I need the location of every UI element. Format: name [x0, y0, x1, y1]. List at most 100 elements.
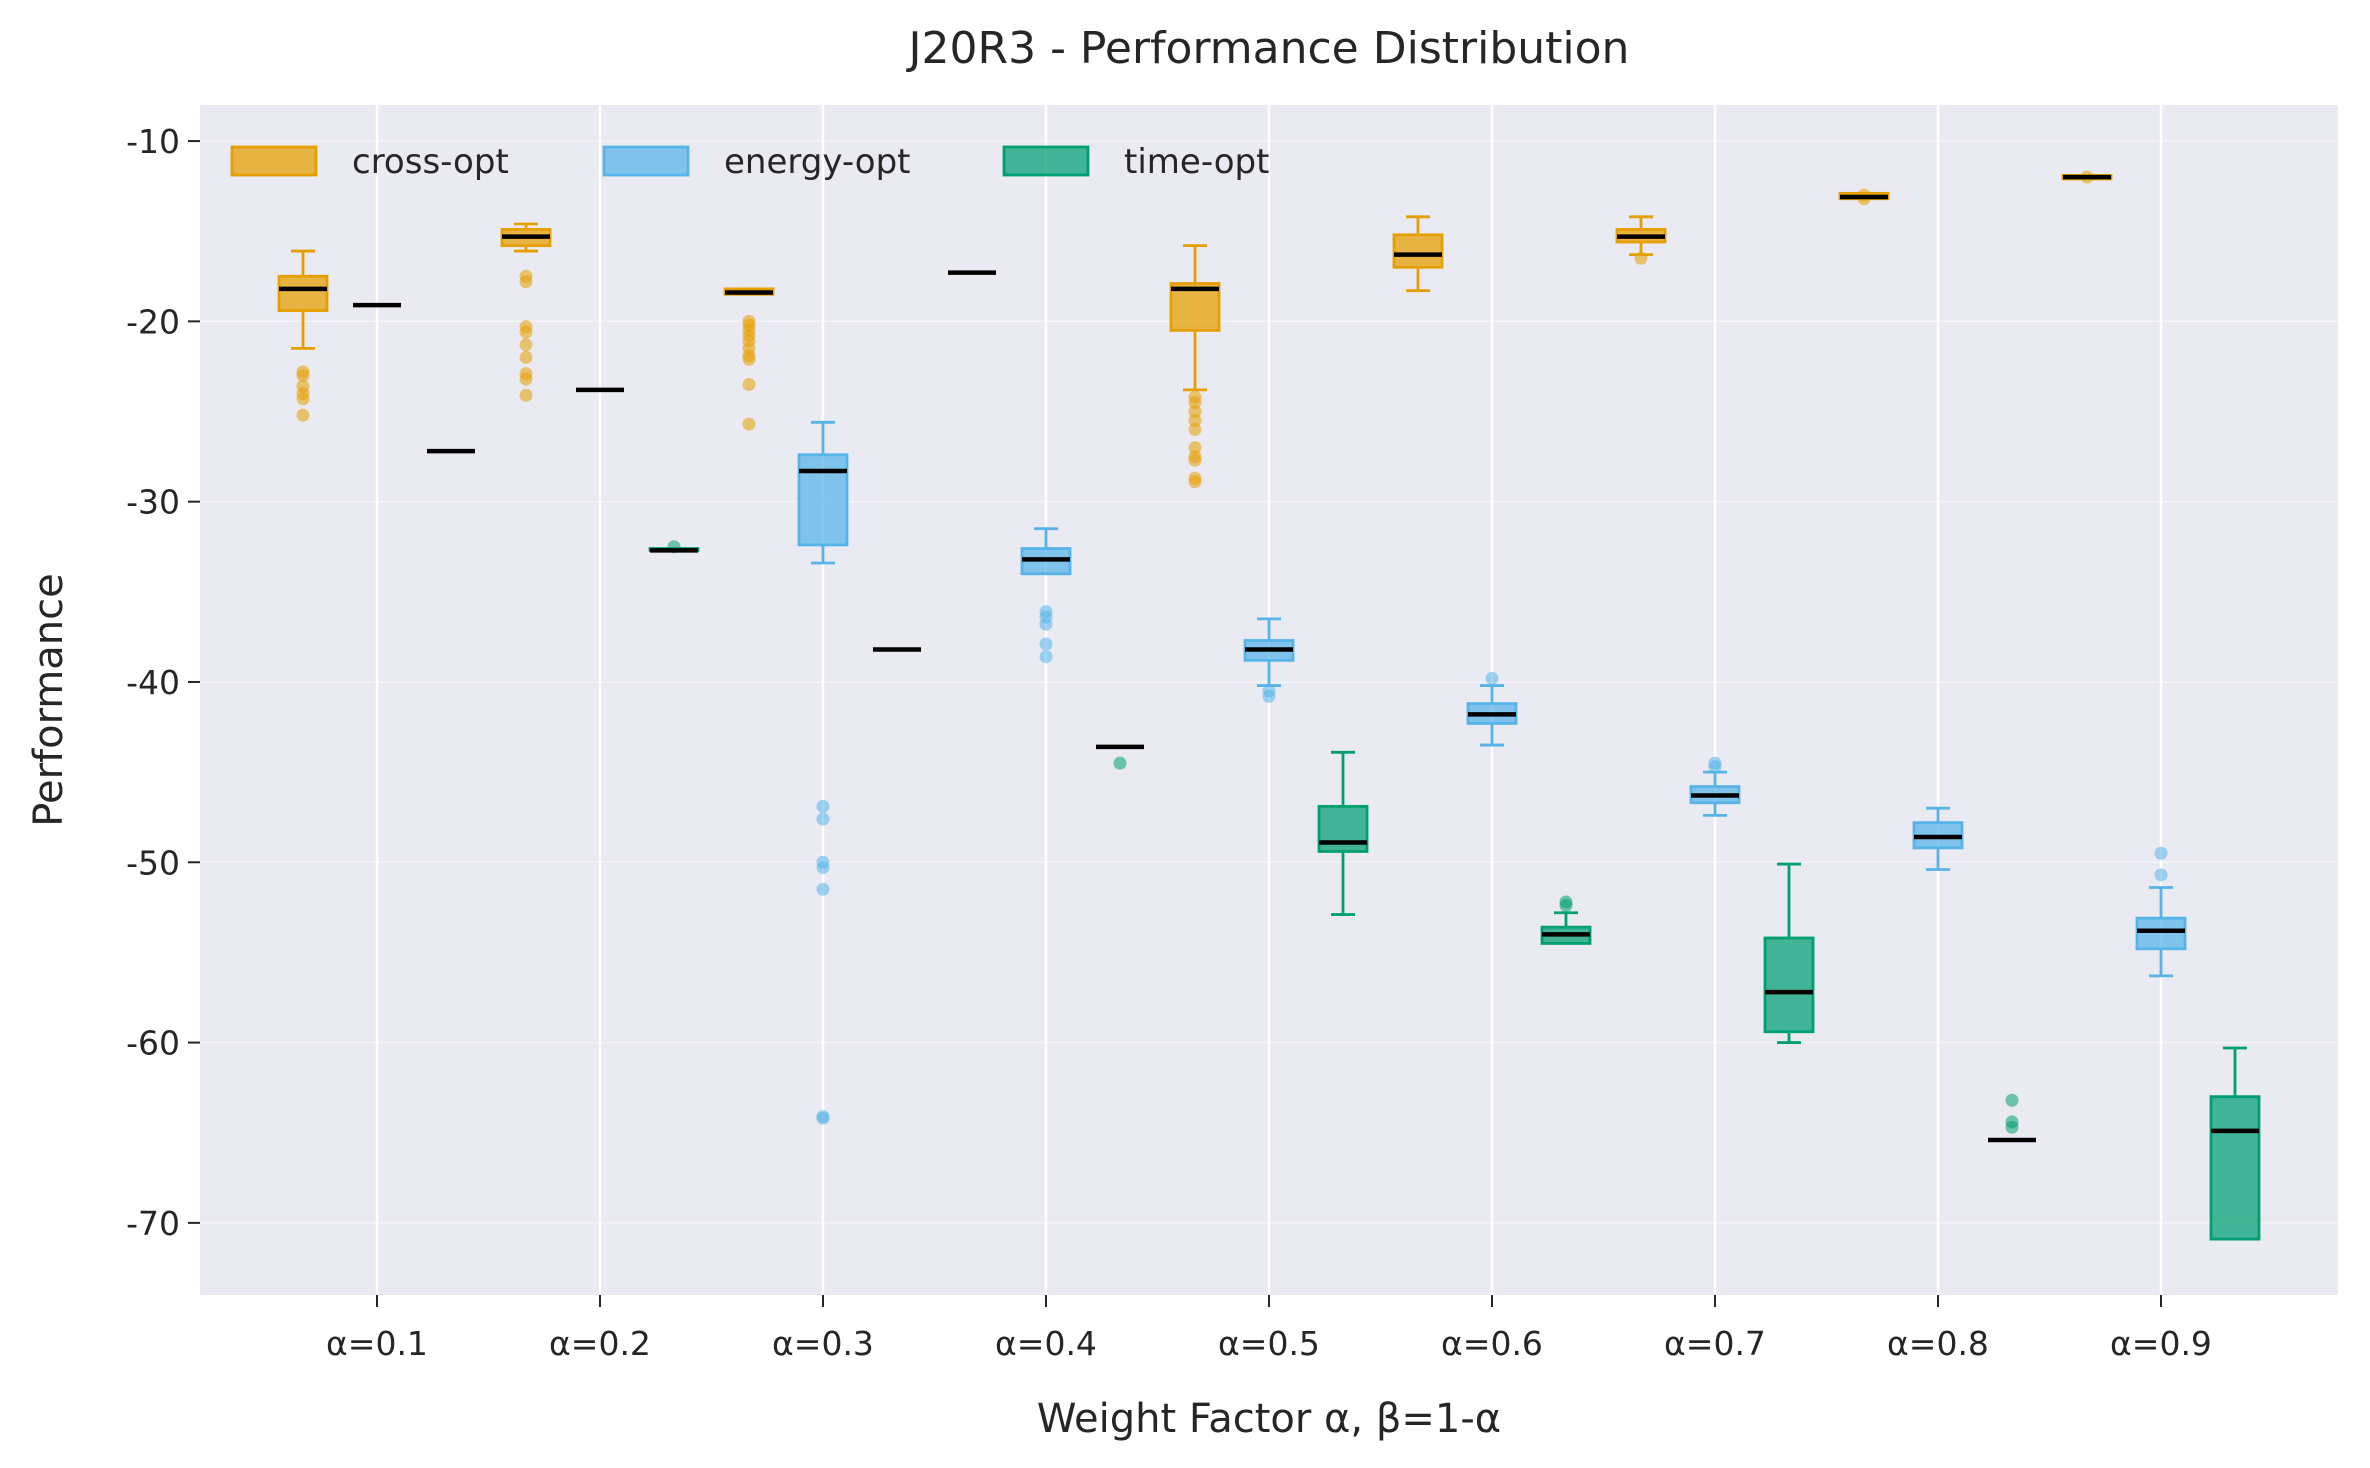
- outlier-point: [742, 377, 756, 391]
- x-tick-label: α=0.4: [995, 1324, 1097, 1363]
- x-tick-label: α=0.8: [1887, 1324, 1989, 1363]
- x-tick-label: α=0.9: [2110, 1324, 2212, 1363]
- y-axis-ticks: -10 -20 -30 -40 -50 -60 -70: [126, 122, 200, 1243]
- outlier-point: [816, 861, 830, 875]
- iqr-box: [277, 274, 329, 312]
- box-time-opt: [2209, 1046, 2261, 1241]
- outlier-point: [1634, 251, 1648, 265]
- x-axis-label: Weight Factor α, β=1-α: [1037, 1396, 1501, 1442]
- outlier-point: [1188, 475, 1202, 489]
- iqr-box: [1317, 804, 1369, 853]
- legend-item-energy-opt: energy-opt: [602, 142, 911, 182]
- outlier-point: [1188, 405, 1202, 419]
- outlier-point: [1039, 617, 1053, 631]
- legend-label: energy-opt: [724, 142, 911, 182]
- outlier-point: [1039, 637, 1053, 651]
- box-energy-opt: [2135, 846, 2187, 978]
- legend-swatch: [230, 145, 318, 177]
- outlier-point: [1559, 899, 1573, 913]
- y-tick-label: -50: [126, 843, 180, 882]
- box-energy-opt: [1243, 617, 1295, 703]
- outlier-point: [1188, 453, 1202, 467]
- box-cross-opt: [723, 287, 775, 431]
- outlier-point: [519, 388, 533, 402]
- legend-label: time-opt: [1124, 142, 1269, 182]
- iqr-box: [2135, 916, 2187, 951]
- chart-title: J20R3 - Performance Distribution: [906, 23, 1630, 74]
- y-tick-label: -20: [126, 302, 180, 341]
- box-cross-opt: [1392, 215, 1444, 293]
- outlier-point: [1039, 650, 1053, 664]
- outlier-point: [816, 1111, 830, 1125]
- outlier-point: [519, 275, 533, 289]
- box-energy-opt: [797, 420, 849, 1125]
- box-cross-opt: [277, 249, 329, 422]
- x-tick-label: α=0.2: [549, 1324, 651, 1363]
- outlier-point: [2154, 846, 2168, 860]
- outlier-point: [742, 417, 756, 431]
- outlier-point: [1262, 689, 1276, 703]
- box-energy-opt: [1689, 756, 1741, 817]
- outlier-point: [816, 882, 830, 896]
- outlier-point: [296, 392, 310, 406]
- legend-swatch: [602, 145, 690, 177]
- x-axis-ticks: α=0.1 α=0.2 α=0.3 α=0.4 α=0.5 α=0.6 α=0.7 α=0.8…: [326, 1295, 2212, 1363]
- box-energy-opt: [1912, 806, 1964, 871]
- box-cross-opt: [2061, 170, 2113, 184]
- outlier-point: [519, 325, 533, 339]
- outlier-point: [2005, 1093, 2019, 1107]
- box-time-opt: [648, 540, 700, 554]
- box-time-opt: [1988, 1093, 2036, 1143]
- y-tick-label: -60: [126, 1024, 180, 1063]
- outlier-point: [1708, 760, 1722, 774]
- outlier-point: [519, 372, 533, 386]
- iqr-box: [1392, 233, 1444, 269]
- box-time-opt: [1096, 744, 1144, 770]
- box-cross-opt: [1615, 215, 1667, 265]
- x-tick-label: α=0.6: [1441, 1324, 1543, 1363]
- legend-item-time-opt: time-opt: [1002, 142, 1269, 182]
- y-axis-label: Performance: [26, 573, 72, 826]
- x-tick-label: α=0.5: [1218, 1324, 1320, 1363]
- outlier-point: [519, 350, 533, 364]
- x-tick-label: α=0.1: [326, 1324, 428, 1363]
- y-tick-label: -10: [126, 122, 180, 161]
- iqr-box: [797, 453, 849, 547]
- legend-swatch: [1002, 145, 1090, 177]
- outlier-point: [816, 812, 830, 826]
- outlier-point: [1188, 396, 1202, 409]
- box-time-opt: [1763, 862, 1815, 1044]
- box-time-opt: [1540, 895, 1592, 945]
- outlier-point: [1485, 671, 1499, 685]
- y-tick-label: -30: [126, 483, 180, 522]
- box-energy-opt: [1020, 527, 1072, 664]
- outlier-point: [296, 408, 310, 422]
- iqr-box: [1763, 936, 1815, 1034]
- boxes: [277, 170, 2261, 1241]
- y-tick-label: -70: [126, 1204, 180, 1243]
- x-tick-label: α=0.3: [772, 1324, 874, 1363]
- outlier-point: [1188, 414, 1202, 428]
- box-energy-opt: [1466, 671, 1518, 747]
- legend-label: cross-opt: [352, 142, 509, 182]
- box-cross-opt: [1838, 188, 1890, 206]
- iqr-box: [1169, 282, 1221, 332]
- box-cross-opt: [500, 222, 552, 402]
- iqr-box: [2209, 1095, 2261, 1241]
- outlier-point: [1188, 423, 1202, 437]
- legend-item-cross-opt: cross-opt: [230, 142, 509, 182]
- box-cross-opt: [1169, 244, 1221, 489]
- outlier-point: [2005, 1120, 2019, 1134]
- outlier-point: [1188, 441, 1202, 455]
- outlier-point: [2154, 868, 2168, 882]
- outlier-point: [519, 338, 533, 352]
- legend: cross-opt energy-opt time-opt: [230, 142, 1269, 182]
- box-time-opt: [1317, 750, 1369, 916]
- y-tick-label: -40: [126, 663, 180, 702]
- x-tick-label: α=0.7: [1664, 1324, 1766, 1363]
- outlier-point: [296, 368, 310, 382]
- outlier-point: [1113, 756, 1127, 770]
- outlier-point: [816, 799, 830, 813]
- outlier-point: [742, 352, 756, 366]
